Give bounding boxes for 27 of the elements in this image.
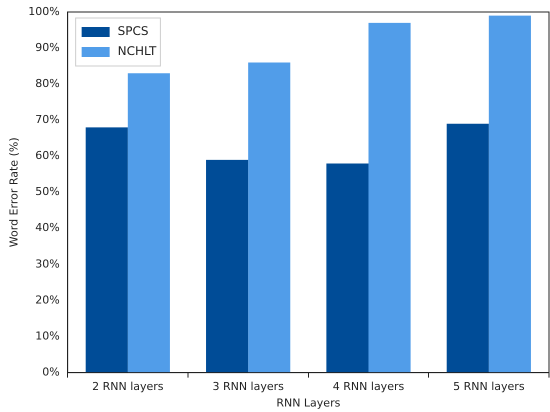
y-tick-label: 40% xyxy=(35,221,60,234)
bar xyxy=(446,124,489,373)
x-axis-title: RNN Layers xyxy=(276,396,341,410)
y-tick-label: 50% xyxy=(35,185,60,198)
y-tick-label: 10% xyxy=(35,329,60,342)
y-tick-label: 90% xyxy=(35,40,60,54)
bar xyxy=(206,160,248,373)
x-tick-label: 4 RNN layers xyxy=(332,380,404,394)
legend-label: SPCS xyxy=(118,24,149,38)
bar xyxy=(368,22,411,373)
x-tick-label: 5 RNN layers xyxy=(453,380,525,394)
y-tick-label: 80% xyxy=(35,76,60,90)
y-tick-label: 30% xyxy=(35,257,60,270)
y-tick-label: 70% xyxy=(35,113,60,126)
x-tick-label: 3 RNN layers xyxy=(212,380,284,394)
x-tick-label: 2 RNN layers xyxy=(92,380,164,394)
bar xyxy=(128,73,170,373)
y-tick-label: 60% xyxy=(35,149,60,162)
y-tick-label: 100% xyxy=(28,4,60,18)
bar xyxy=(488,16,531,373)
bar xyxy=(326,163,368,373)
bar xyxy=(248,62,290,373)
bar xyxy=(86,127,128,373)
y-tick-label: 20% xyxy=(35,293,60,306)
legend-label: NCHLT xyxy=(118,44,158,58)
y-axis-title: Word Error Rate (%) xyxy=(7,137,20,248)
y-tick-label: 0% xyxy=(42,365,60,378)
